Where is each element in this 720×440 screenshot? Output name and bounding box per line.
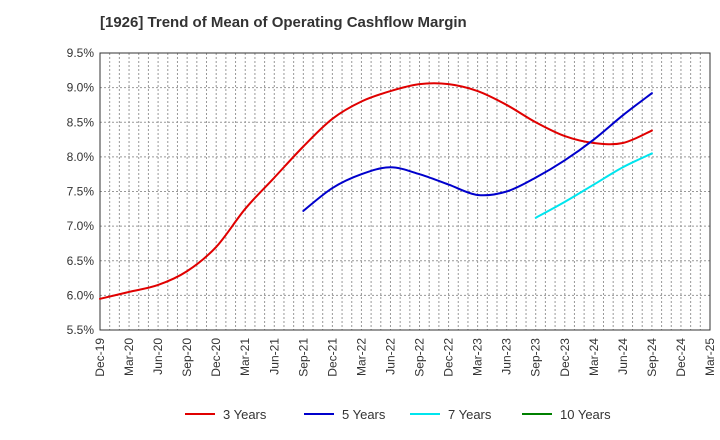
y-tick-label: 7.0% <box>67 219 95 233</box>
x-tick-label: Sep-24 <box>645 338 659 377</box>
y-tick-label: 7.5% <box>67 185 95 199</box>
series-line-7-years <box>534 152 653 219</box>
x-tick-label: Mar-24 <box>587 338 601 376</box>
legend-label-7-years: 7 Years <box>448 407 492 422</box>
chart-title: [1926] Trend of Mean of Operating Cashfl… <box>100 14 467 31</box>
x-tick-label: Dec-22 <box>442 338 456 377</box>
x-tick-label: Dec-21 <box>325 338 339 377</box>
y-tick-label: 9.5% <box>67 46 95 60</box>
x-tick-label: Dec-20 <box>209 338 223 377</box>
series-line-5-years <box>302 92 653 212</box>
x-tick-label: Jun-24 <box>616 338 630 375</box>
x-tick-label: Dec-19 <box>93 338 107 377</box>
y-tick-label: 5.5% <box>67 323 95 337</box>
x-tick-label: Mar-21 <box>238 338 252 376</box>
legend-label-5-years: 5 Years <box>342 407 386 422</box>
x-tick-label: Mar-20 <box>122 338 136 376</box>
x-tick-label: Jun-21 <box>267 338 281 375</box>
x-tick-label: Jun-20 <box>151 338 165 375</box>
y-tick-label: 8.5% <box>67 115 95 129</box>
y-tick-label: 8.0% <box>67 150 95 164</box>
x-tick-label: Mar-23 <box>471 338 485 376</box>
series-line-3-years <box>99 82 653 300</box>
x-tick-label: Jun-22 <box>383 338 397 375</box>
x-tick-label: Dec-24 <box>674 338 688 377</box>
x-tick-label: Sep-22 <box>413 338 427 377</box>
x-tick-label: Sep-21 <box>296 338 310 377</box>
plot-frame <box>99 52 711 331</box>
legend-label-3-years: 3 Years <box>223 407 267 422</box>
legend-label-10-years: 10 Years <box>560 407 611 422</box>
x-tick-label: Mar-25 <box>703 338 717 376</box>
x-tick-label: Sep-23 <box>529 338 543 377</box>
y-tick-label: 6.5% <box>67 254 95 268</box>
x-tick-label: Mar-22 <box>354 338 368 376</box>
x-tick-label: Dec-23 <box>558 338 572 377</box>
x-tick-label: Jun-23 <box>500 338 514 375</box>
y-tick-label: 6.0% <box>67 288 95 302</box>
x-tick-label: Sep-20 <box>180 338 194 377</box>
y-tick-label: 9.0% <box>67 81 95 95</box>
